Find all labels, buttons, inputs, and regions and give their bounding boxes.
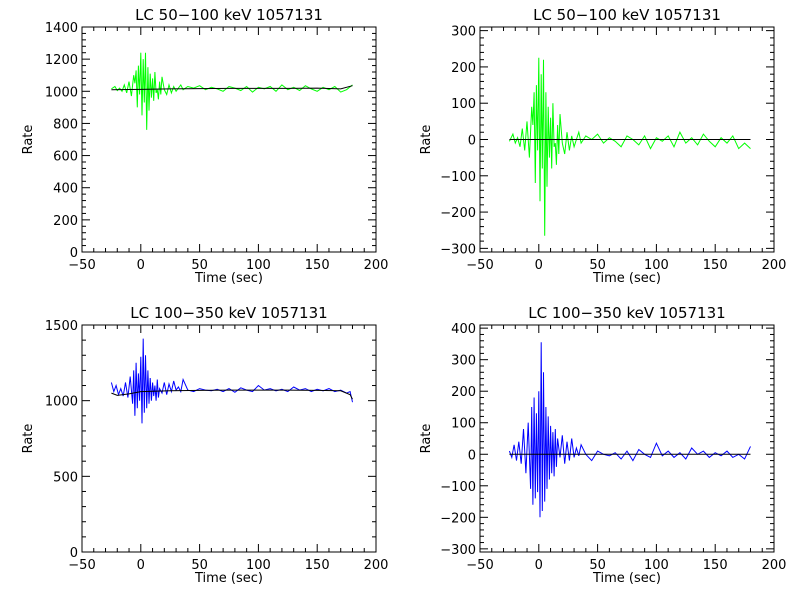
- x-tick-label: −50: [68, 558, 95, 573]
- y-tick-label: −200: [440, 511, 476, 526]
- plot-frame: [479, 324, 775, 553]
- x-tick-label: 200: [762, 558, 787, 573]
- chart-title: LC 50−100 keV 1057131: [135, 6, 323, 24]
- y-tick-label: 100: [451, 417, 476, 432]
- x-axis-label: Time (sec): [194, 571, 263, 586]
- y-tick-label: 0: [70, 546, 78, 561]
- plot-frame: [81, 324, 377, 553]
- x-tick-label: 100: [644, 258, 669, 273]
- data-series-line: [508, 57, 751, 236]
- y-tick-label: −100: [440, 170, 476, 185]
- chart-panel-2: −50 0 50 100 150 200 −300 −200 −100 0 100 200 300 LC …: [419, 6, 786, 286]
- y-tick-label: 400: [451, 322, 476, 337]
- y-tick-label: 800: [53, 117, 78, 132]
- x-axis-label: Time (sec): [194, 271, 263, 286]
- y-tick-label: −300: [440, 242, 476, 257]
- x-tick-label: 150: [305, 258, 330, 273]
- y-tick-label: 300: [451, 25, 476, 40]
- y-tick-label: 0: [70, 246, 78, 261]
- x-tick-label: 0: [535, 258, 543, 273]
- chart-title: LC 100−350 keV 1057131: [130, 304, 327, 322]
- x-tick-label: 100: [246, 258, 271, 273]
- x-axis-label: Time (sec): [592, 571, 661, 586]
- x-tick-label: −50: [68, 258, 95, 273]
- y-tick-label: 500: [53, 470, 78, 485]
- data-series-line: [111, 52, 353, 130]
- x-tick-label: 100: [246, 558, 271, 573]
- x-tick-label: −50: [466, 558, 493, 573]
- x-tick-label: 100: [644, 558, 669, 573]
- y-tick-label: 200: [451, 385, 476, 400]
- x-tick-label: 150: [305, 558, 330, 573]
- y-axis-label: Rate: [21, 424, 36, 454]
- x-tick-label: 200: [364, 258, 389, 273]
- y-tick-label: 200: [451, 61, 476, 76]
- y-tick-label: 200: [53, 214, 78, 229]
- x-tick-label: −50: [466, 258, 493, 273]
- chart-panel-4: −50 0 50 100 150 200 −300 −200 −100 0 100 200 300 400…: [419, 304, 786, 586]
- x-tick-label: 50: [191, 258, 208, 273]
- plot-frame: [81, 26, 377, 253]
- chart-panel-1: −50 0 50 100 150 2000200400600800100012001400…: [21, 6, 388, 286]
- data-series-line: [110, 338, 353, 424]
- y-tick-label: 600: [53, 150, 78, 165]
- x-tick-label: 0: [137, 558, 145, 573]
- y-tick-label: 400: [53, 182, 78, 197]
- x-tick-label: 200: [762, 258, 787, 273]
- y-tick-label: 300: [451, 354, 476, 369]
- y-tick-label: 1200: [45, 53, 78, 68]
- x-tick-label: 0: [137, 258, 145, 273]
- y-tick-label: 0: [468, 134, 476, 149]
- x-axis-label: Time (sec): [592, 271, 661, 286]
- data-series-line: [508, 342, 751, 518]
- y-axis-label: Rate: [21, 125, 36, 155]
- x-tick-label: 200: [364, 558, 389, 573]
- x-tick-label: 50: [589, 258, 606, 273]
- x-tick-label: 150: [703, 258, 728, 273]
- chart-title: LC 100−350 keV 1057131: [528, 304, 725, 322]
- y-axis-label: Rate: [419, 125, 434, 155]
- y-tick-label: 1500: [45, 319, 78, 334]
- y-tick-label: 1400: [45, 21, 78, 36]
- y-tick-label: −300: [440, 543, 476, 558]
- y-tick-label: 1000: [45, 395, 78, 410]
- y-axis-label: Rate: [419, 424, 434, 454]
- fit-series-line: [111, 389, 353, 400]
- y-tick-label: −100: [440, 480, 476, 495]
- y-tick-label: 0: [468, 448, 476, 463]
- chart-title: LC 50−100 keV 1057131: [533, 6, 721, 24]
- y-tick-label: 1000: [45, 85, 78, 100]
- y-tick-label: −200: [440, 206, 476, 221]
- x-tick-label: 150: [703, 558, 728, 573]
- x-tick-label: 50: [589, 558, 606, 573]
- y-tick-label: 100: [451, 97, 476, 112]
- x-tick-label: 0: [535, 558, 543, 573]
- fit-series-line: [111, 85, 353, 91]
- x-tick-label: 50: [191, 558, 208, 573]
